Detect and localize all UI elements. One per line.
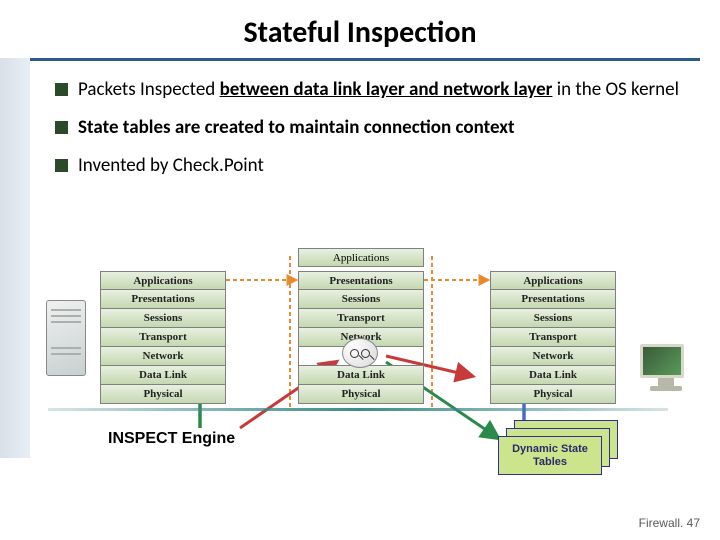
bullet-highlight: between data link layer and network laye… <box>220 78 553 101</box>
osi-layer: Presentations <box>100 290 226 309</box>
osi-layer: Data Link <box>100 366 226 385</box>
monitor-icon <box>640 344 692 394</box>
osi-layer: Data Link <box>490 366 616 385</box>
osi-layer: Transport <box>298 309 424 328</box>
osi-diagram: Applications Applications Presentations … <box>0 234 720 514</box>
osi-layer: Physical <box>490 385 616 404</box>
bullet-item: State tables are created to maintain con… <box>55 116 692 140</box>
osi-layer: Applications <box>100 271 226 290</box>
state-table-box: Dynamic State Tables <box>498 436 602 475</box>
osi-stack-right: Applications Presentations Sessions Tran… <box>490 271 616 404</box>
osi-layer: Physical <box>298 385 424 404</box>
bullet-prefix: Packets Inspected <box>78 78 220 101</box>
magnifier-icon <box>350 349 359 358</box>
osi-layer: Physical <box>100 385 226 404</box>
bullet-marker-icon <box>55 83 68 96</box>
osi-layer: Applications <box>298 248 424 267</box>
magnifier-icon <box>361 349 370 358</box>
slide-title: Stateful Inspection <box>0 0 720 51</box>
bullet-marker-icon <box>55 121 68 134</box>
inspect-engine-label: INSPECT Engine <box>108 430 235 448</box>
osi-layer: Sessions <box>298 290 424 309</box>
bullet-highlight: State tables are created to maintain con… <box>78 116 515 139</box>
bullet-text: Invented by Check.Point <box>78 154 692 178</box>
osi-layer: Sessions <box>100 309 226 328</box>
osi-layer: Applications <box>490 271 616 290</box>
server-icon <box>46 300 94 392</box>
bullet-marker-icon <box>55 159 68 172</box>
bullet-item: Packets Inspected between data link laye… <box>55 78 692 102</box>
osi-layer: Presentations <box>490 290 616 309</box>
osi-layer: Data Link <box>298 366 424 385</box>
osi-layer: Transport <box>100 328 226 347</box>
bullet-text: Packets Inspected between data link laye… <box>78 78 692 102</box>
osi-layer: Network <box>100 347 226 366</box>
bullet-item: Invented by Check.Point <box>55 154 692 178</box>
bullet-list: Packets Inspected between data link laye… <box>55 78 692 191</box>
osi-layer: Presentations <box>298 271 424 290</box>
osi-layer: Sessions <box>490 309 616 328</box>
osi-layer: Transport <box>490 328 616 347</box>
slide-footer: Firewall. 47 <box>639 516 700 530</box>
bullet-text: State tables are created to maintain con… <box>78 116 692 140</box>
osi-stack-left: Applications Presentations Sessions Tran… <box>100 271 226 404</box>
state-table-label: Dynamic State Tables <box>512 443 588 468</box>
bullet-suffix: in the OS kernel <box>552 78 679 101</box>
inspect-engine-icon <box>342 338 378 368</box>
bullet-prefix: Invented by Check.Point <box>78 154 264 177</box>
network-line <box>48 408 668 411</box>
osi-layer: Network <box>490 347 616 366</box>
title-underline <box>30 58 700 61</box>
